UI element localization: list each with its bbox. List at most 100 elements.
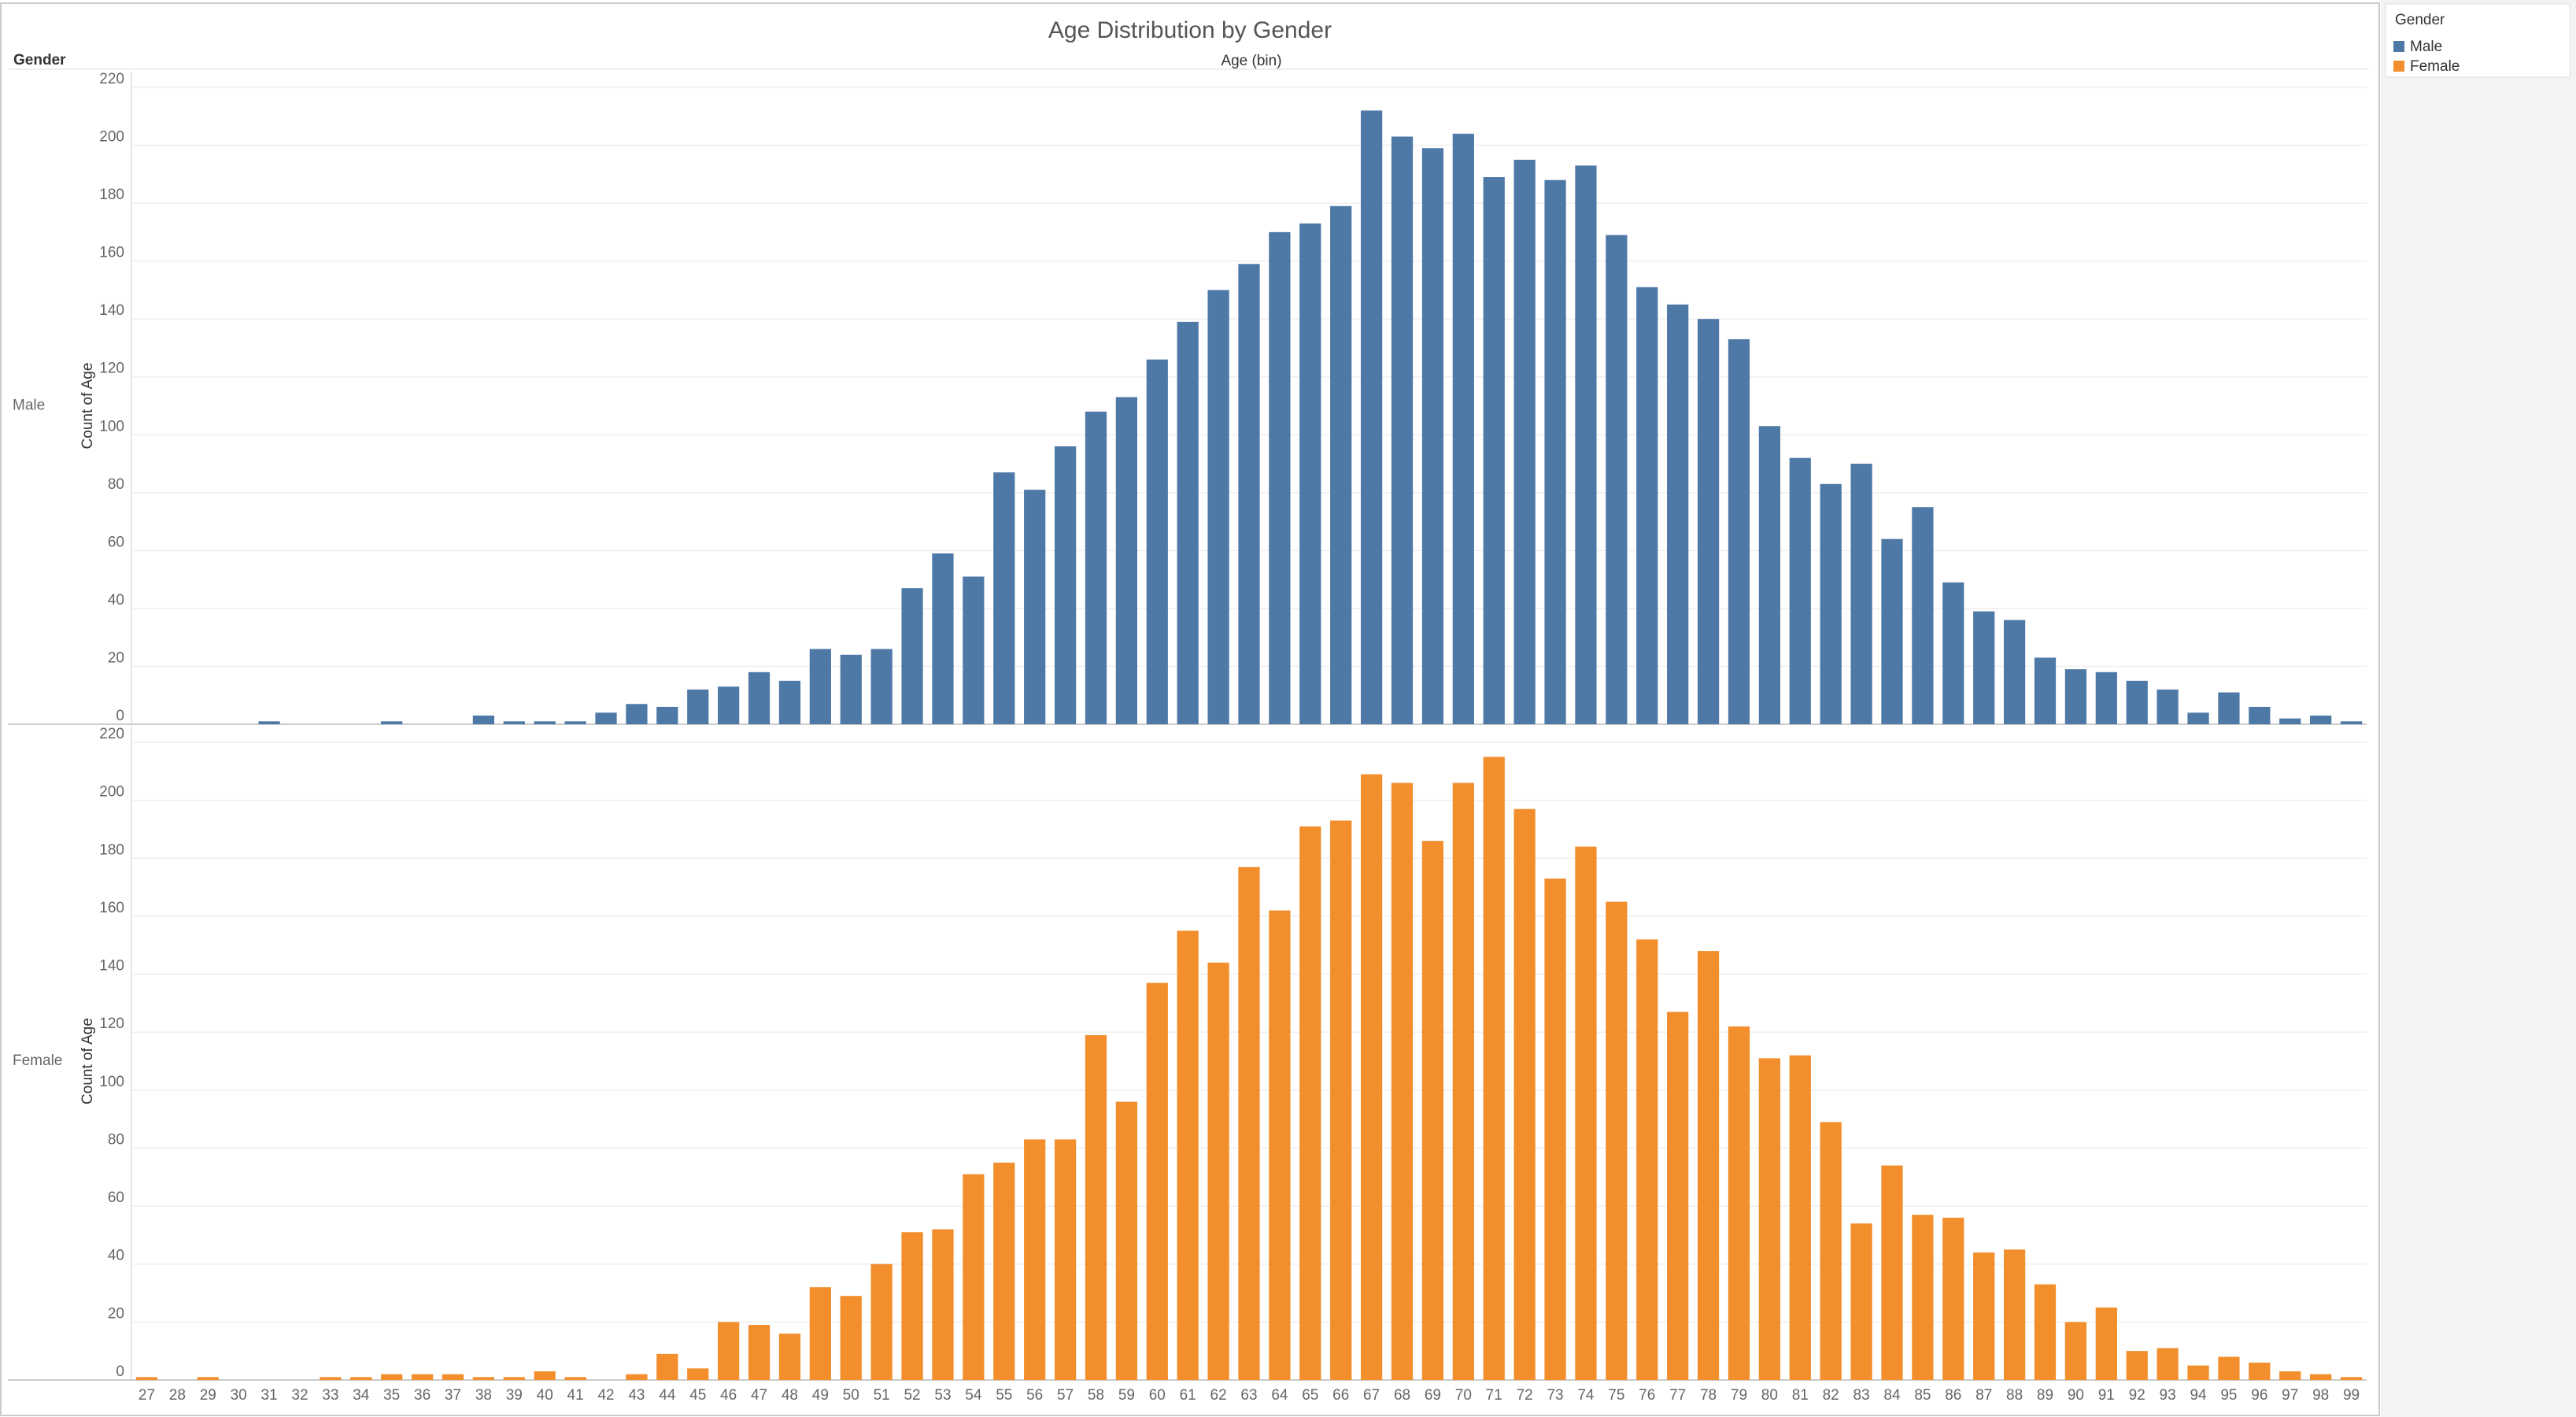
- bar: [1085, 411, 1107, 724]
- x-tick-label: 43: [628, 1387, 645, 1404]
- legend-swatch: [2393, 41, 2404, 52]
- bar: [1391, 782, 1414, 1380]
- x-tick-label: 95: [2220, 1387, 2237, 1404]
- bar: [1667, 304, 1689, 725]
- x-tick-label: 53: [934, 1387, 951, 1404]
- x-tick-label: 48: [782, 1387, 798, 1404]
- bar: [503, 721, 525, 724]
- bar: [1850, 464, 1872, 724]
- bar: [2279, 1371, 2301, 1380]
- bar: [656, 1353, 678, 1380]
- bar: [1881, 1165, 1903, 1380]
- x-tick-label: 47: [751, 1387, 767, 1404]
- bar: [197, 1377, 219, 1380]
- x-tick-label: 64: [1271, 1387, 1288, 1404]
- x-tick-label: 60: [1149, 1387, 1166, 1404]
- bar: [2126, 680, 2148, 724]
- bar: [963, 576, 985, 724]
- bar: [1269, 231, 1291, 724]
- x-tick-label: 69: [1425, 1387, 1441, 1404]
- bar: [687, 1368, 709, 1380]
- bar: [1973, 1252, 1995, 1380]
- x-tick-label: 35: [383, 1387, 400, 1404]
- frame: [0, 2, 2380, 1416]
- x-tick-label: 46: [720, 1387, 737, 1404]
- bar: [809, 649, 831, 724]
- x-tick-label: 97: [2282, 1387, 2298, 1404]
- bar: [135, 1377, 158, 1380]
- x-tick-label: 70: [1455, 1387, 1472, 1404]
- bar: [1758, 426, 1780, 724]
- y-tick-label: 220: [99, 726, 124, 742]
- bar: [1636, 287, 1658, 724]
- bar: [1238, 264, 1260, 725]
- y-tick-label: 120: [99, 1016, 124, 1032]
- bar: [534, 1371, 556, 1380]
- bar: [840, 1296, 862, 1380]
- y-tick-label: 0: [116, 708, 124, 724]
- bar: [564, 721, 586, 724]
- y-tick-label: 80: [108, 1131, 124, 1148]
- y-tick-label: 160: [99, 900, 124, 916]
- x-tick-label: 68: [1394, 1387, 1410, 1404]
- bar: [1177, 321, 1199, 724]
- bar: [2340, 1377, 2363, 1380]
- bar: [870, 649, 893, 724]
- x-tick-label: 55: [996, 1387, 1012, 1404]
- bar: [901, 1232, 923, 1380]
- bar: [840, 654, 862, 724]
- bar: [2187, 1365, 2209, 1380]
- x-tick-label: 59: [1118, 1387, 1135, 1404]
- bar: [2218, 692, 2240, 724]
- x-tick-label: 78: [1700, 1387, 1717, 1404]
- y-tick-label: 160: [99, 245, 124, 261]
- bar: [1361, 110, 1383, 724]
- x-tick-label: 28: [169, 1387, 186, 1404]
- bar: [2034, 1284, 2057, 1380]
- bar: [1483, 757, 1505, 1380]
- y-tick-label: 60: [108, 1189, 124, 1206]
- y-tick-label: 200: [99, 129, 124, 146]
- bar: [870, 1263, 893, 1380]
- bar: [932, 1229, 954, 1380]
- bar: [1054, 446, 1077, 724]
- bar: [1269, 910, 1291, 1380]
- bar: [993, 1162, 1015, 1380]
- x-tick-label: 33: [322, 1387, 338, 1404]
- bar: [2157, 689, 2179, 724]
- bar: [963, 1174, 985, 1380]
- bar: [656, 706, 678, 724]
- x-tick-label: 36: [414, 1387, 431, 1404]
- bar: [1299, 223, 1321, 725]
- bar: [2249, 1362, 2271, 1380]
- x-tick-label: 54: [965, 1387, 982, 1404]
- y-tick-label: 100: [99, 418, 124, 435]
- x-tick-label: 90: [2068, 1387, 2084, 1404]
- bar: [411, 1374, 434, 1380]
- bar: [2095, 1307, 2117, 1380]
- x-tick-label: 58: [1088, 1387, 1104, 1404]
- bar: [2003, 620, 2026, 724]
- bar: [1024, 1139, 1046, 1380]
- x-tick-label: 29: [200, 1387, 216, 1404]
- x-tick-label: 38: [475, 1387, 492, 1404]
- bar: [2249, 706, 2271, 724]
- x-tick-label: 87: [1975, 1387, 1992, 1404]
- x-tick-label: 32: [291, 1387, 308, 1404]
- bar: [2003, 1249, 2026, 1380]
- x-tick-label: 86: [1945, 1387, 1961, 1404]
- bar: [1881, 538, 1903, 724]
- y-tick-label: 80: [108, 476, 124, 493]
- bar: [993, 472, 1015, 724]
- x-tick-label: 80: [1761, 1387, 1778, 1404]
- x-tick-label: 92: [2129, 1387, 2145, 1404]
- x-tick-label: 72: [1517, 1387, 1533, 1404]
- bar: [1820, 483, 1842, 724]
- bar: [1912, 507, 1934, 724]
- x-tick-label: 31: [261, 1387, 277, 1404]
- bar: [350, 1377, 372, 1380]
- bar: [2310, 715, 2332, 724]
- y-tick-label: 200: [99, 784, 124, 801]
- x-tick-label: 93: [2160, 1387, 2176, 1404]
- y-axis-title: Count of Age: [79, 1018, 96, 1104]
